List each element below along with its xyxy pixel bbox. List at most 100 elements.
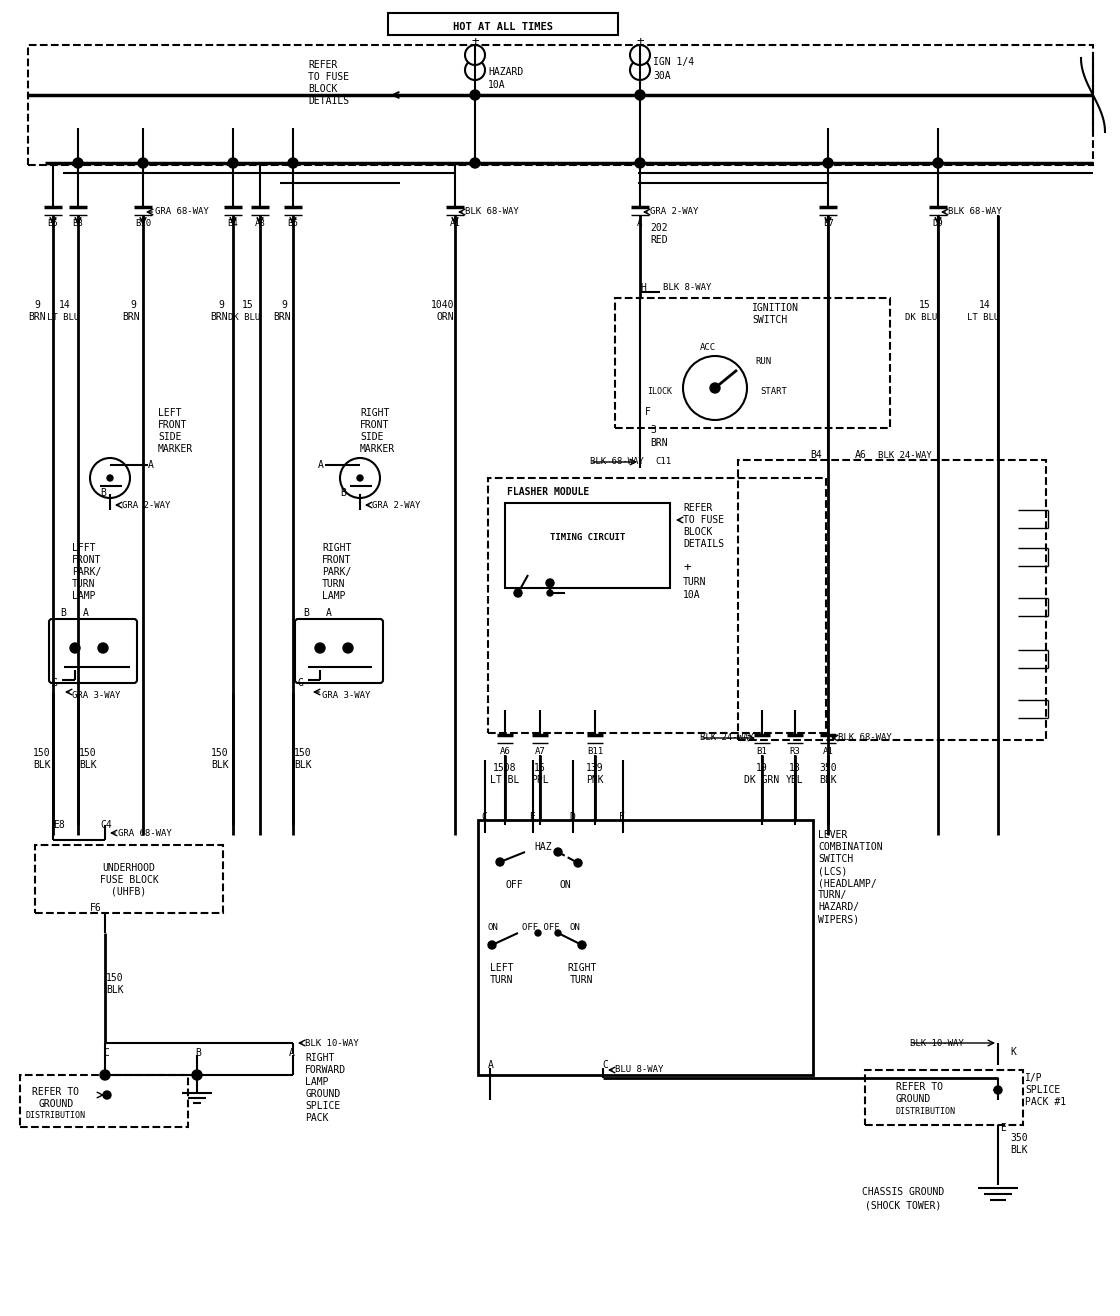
Text: C: C <box>603 1059 608 1070</box>
Circle shape <box>514 590 522 597</box>
Text: 150: 150 <box>106 973 124 983</box>
Text: ORN: ORN <box>436 312 454 322</box>
Circle shape <box>103 1091 111 1099</box>
Text: 150: 150 <box>34 747 50 758</box>
Text: HOT AT ALL TIMES: HOT AT ALL TIMES <box>452 22 553 32</box>
Text: ON: ON <box>560 880 571 890</box>
Text: REFER TO: REFER TO <box>32 1087 80 1098</box>
Circle shape <box>933 158 943 168</box>
Bar <box>478 820 813 1075</box>
Text: DETAILS: DETAILS <box>683 540 725 549</box>
Text: ON: ON <box>487 924 497 933</box>
Text: 18: 18 <box>790 763 801 772</box>
Circle shape <box>547 590 553 596</box>
Text: FRONT: FRONT <box>72 555 102 565</box>
Text: TO FUSE: TO FUSE <box>683 515 725 525</box>
Text: GRA 2-WAY: GRA 2-WAY <box>650 208 699 217</box>
Text: LEFT: LEFT <box>158 408 181 418</box>
Text: TURN: TURN <box>72 579 95 590</box>
Text: 14: 14 <box>59 300 71 311</box>
Circle shape <box>556 930 561 936</box>
Text: MARKER: MARKER <box>158 443 194 454</box>
Text: B10: B10 <box>134 218 151 228</box>
Circle shape <box>470 89 480 100</box>
Text: A8: A8 <box>254 218 265 228</box>
Text: HAZARD/: HAZARD/ <box>818 901 859 912</box>
Circle shape <box>710 383 720 393</box>
Circle shape <box>99 644 108 653</box>
Bar <box>28 45 1093 164</box>
Circle shape <box>488 941 496 949</box>
Text: +: + <box>472 34 478 47</box>
Text: BLK 10-WAY: BLK 10-WAY <box>909 1038 963 1048</box>
Text: FRONT: FRONT <box>360 420 390 430</box>
Circle shape <box>69 644 80 653</box>
Circle shape <box>90 458 130 497</box>
Circle shape <box>578 941 586 949</box>
Text: LEVER: LEVER <box>818 830 848 840</box>
Text: 15: 15 <box>242 300 254 311</box>
Text: B8: B8 <box>73 218 83 228</box>
Text: 30A: 30A <box>653 71 671 82</box>
Text: SWITCH: SWITCH <box>818 854 853 865</box>
Circle shape <box>465 61 485 80</box>
Text: GROUND: GROUND <box>38 1099 74 1109</box>
Text: ON: ON <box>570 924 581 933</box>
Text: PPL: PPL <box>531 775 549 786</box>
Circle shape <box>635 158 645 168</box>
Circle shape <box>357 475 363 482</box>
Bar <box>388 13 618 36</box>
Circle shape <box>315 644 325 653</box>
Text: SIDE: SIDE <box>360 432 383 442</box>
Text: LT BL: LT BL <box>491 775 520 786</box>
Text: SPLICE: SPLICE <box>1025 1084 1061 1095</box>
Text: YEL: YEL <box>786 775 804 786</box>
Text: DK BLU: DK BLU <box>227 312 260 321</box>
Text: PACK: PACK <box>305 1113 328 1123</box>
Text: OFF OFF: OFF OFF <box>522 924 560 933</box>
Text: (HEADLAMP/: (HEADLAMP/ <box>818 878 877 888</box>
Text: TO FUSE: TO FUSE <box>308 72 349 82</box>
Text: BRN: BRN <box>273 312 291 322</box>
Text: G: G <box>52 678 58 688</box>
Text: I/P: I/P <box>1025 1073 1043 1083</box>
Text: F: F <box>645 407 651 417</box>
Text: B: B <box>195 1048 200 1058</box>
Text: UNDERHOOD: UNDERHOOD <box>103 863 156 873</box>
Text: F6: F6 <box>90 903 102 913</box>
Text: A: A <box>318 461 324 470</box>
FancyBboxPatch shape <box>49 619 137 683</box>
Circle shape <box>635 89 645 100</box>
Circle shape <box>629 45 650 64</box>
Text: TIMING CIRCUIT: TIMING CIRCUIT <box>550 533 626 542</box>
Text: 150: 150 <box>295 747 311 758</box>
Text: WIPERS): WIPERS) <box>818 915 859 924</box>
Text: B: B <box>100 488 106 497</box>
Text: RIGHT: RIGHT <box>323 544 352 553</box>
Bar <box>505 503 670 588</box>
Text: BLK 68-WAY: BLK 68-WAY <box>948 208 1001 217</box>
Text: ILOCK: ILOCK <box>647 387 672 396</box>
Text: 15: 15 <box>920 300 931 311</box>
Text: B: B <box>60 608 66 619</box>
Circle shape <box>73 158 83 168</box>
Text: 9: 9 <box>281 300 287 311</box>
Text: 9: 9 <box>218 300 224 311</box>
Text: FRONT: FRONT <box>323 555 352 565</box>
Text: BRN: BRN <box>650 438 668 447</box>
Text: B5: B5 <box>48 218 58 228</box>
Text: B6: B6 <box>288 218 298 228</box>
Text: REFER: REFER <box>308 61 337 70</box>
Circle shape <box>192 1070 202 1080</box>
Text: BLK 68-WAY: BLK 68-WAY <box>838 733 892 742</box>
Text: LFFT: LFFT <box>72 544 95 553</box>
Text: IGNITION: IGNITION <box>752 303 799 313</box>
Text: (SHOCK TOWER): (SHOCK TOWER) <box>865 1200 942 1209</box>
Text: E7: E7 <box>822 218 833 228</box>
Text: 139: 139 <box>586 763 604 772</box>
Text: E8: E8 <box>53 820 65 830</box>
Text: PACK #1: PACK #1 <box>1025 1098 1066 1107</box>
Text: GRA 3-WAY: GRA 3-WAY <box>72 691 120 700</box>
Circle shape <box>496 858 504 866</box>
Text: PNK: PNK <box>586 775 604 786</box>
